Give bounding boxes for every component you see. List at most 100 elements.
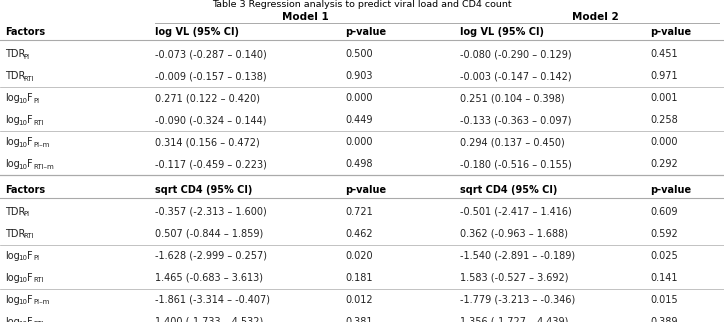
- Text: -1.861 (-3.314 – -0.407): -1.861 (-3.314 – -0.407): [155, 295, 270, 305]
- Text: 0.258: 0.258: [650, 115, 678, 125]
- Text: -0.090 (-0.324 – 0.144): -0.090 (-0.324 – 0.144): [155, 115, 266, 125]
- Text: 1.400 (-1.733 – 4.532): 1.400 (-1.733 – 4.532): [155, 317, 264, 322]
- Text: Model 2: Model 2: [572, 12, 618, 22]
- Text: PI: PI: [33, 98, 39, 103]
- Text: log VL (95% CI): log VL (95% CI): [155, 27, 239, 37]
- Text: 10: 10: [18, 164, 27, 169]
- Text: log: log: [5, 251, 20, 261]
- Text: RTI–m: RTI–m: [33, 321, 54, 322]
- Text: p-value: p-value: [345, 185, 386, 195]
- Text: -1.628 (-2.999 – 0.257): -1.628 (-2.999 – 0.257): [155, 251, 267, 261]
- Text: 0.903: 0.903: [345, 71, 373, 81]
- Text: 10: 10: [18, 255, 27, 261]
- Text: F: F: [27, 273, 33, 283]
- Text: 0.381: 0.381: [345, 317, 373, 322]
- Text: Model 1: Model 1: [282, 12, 329, 22]
- Text: 0.362 (-0.963 – 1.688): 0.362 (-0.963 – 1.688): [460, 229, 568, 239]
- Text: TDR: TDR: [5, 207, 25, 217]
- Text: 0.292: 0.292: [650, 159, 678, 169]
- Text: 1.356 (-1.727 – 4.439): 1.356 (-1.727 – 4.439): [460, 317, 568, 322]
- Text: 0.141: 0.141: [650, 273, 678, 283]
- Text: PI: PI: [23, 212, 29, 217]
- Text: TDR: TDR: [5, 229, 25, 239]
- Text: -0.133 (-0.363 – 0.097): -0.133 (-0.363 – 0.097): [460, 115, 571, 125]
- Text: Factors: Factors: [5, 27, 45, 37]
- Text: 0.020: 0.020: [345, 251, 373, 261]
- Text: sqrt CD4 (95% CI): sqrt CD4 (95% CI): [155, 185, 253, 195]
- Text: -0.501 (-2.417 – 1.416): -0.501 (-2.417 – 1.416): [460, 207, 572, 217]
- Text: Factors: Factors: [5, 185, 45, 195]
- Text: PI–m: PI–m: [33, 141, 49, 147]
- Text: PI: PI: [23, 53, 29, 60]
- Text: TDR: TDR: [5, 71, 25, 81]
- Text: 0.500: 0.500: [345, 49, 373, 59]
- Text: -0.180 (-0.516 – 0.155): -0.180 (-0.516 – 0.155): [460, 159, 572, 169]
- Text: RTI: RTI: [23, 233, 33, 240]
- Text: sqrt CD4 (95% CI): sqrt CD4 (95% CI): [460, 185, 557, 195]
- Text: 0.000: 0.000: [650, 137, 678, 147]
- Text: log: log: [5, 159, 20, 169]
- Text: 10: 10: [18, 278, 27, 283]
- Text: 10: 10: [18, 321, 27, 322]
- Text: 10: 10: [18, 98, 27, 103]
- Text: 10: 10: [18, 299, 27, 306]
- Text: 0.451: 0.451: [650, 49, 678, 59]
- Text: -1.779 (-3.213 – -0.346): -1.779 (-3.213 – -0.346): [460, 295, 576, 305]
- Text: Table 3 Regression analysis to predict viral load and CD4 count: Table 3 Regression analysis to predict v…: [212, 0, 512, 8]
- Text: 1.465 (-0.683 – 3.613): 1.465 (-0.683 – 3.613): [155, 273, 263, 283]
- Text: 0.462: 0.462: [345, 229, 373, 239]
- Text: 0.000: 0.000: [345, 93, 373, 103]
- Text: 10: 10: [18, 141, 27, 147]
- Text: 0.000: 0.000: [345, 137, 373, 147]
- Text: -1.540 (-2.891 – -0.189): -1.540 (-2.891 – -0.189): [460, 251, 575, 261]
- Text: log VL (95% CI): log VL (95% CI): [460, 27, 544, 37]
- Text: F: F: [27, 159, 33, 169]
- Text: F: F: [27, 295, 33, 305]
- Text: p-value: p-value: [650, 185, 691, 195]
- Text: 0.971: 0.971: [650, 71, 678, 81]
- Text: TDR: TDR: [5, 49, 25, 59]
- Text: 0.012: 0.012: [345, 295, 373, 305]
- Text: 10: 10: [18, 119, 27, 126]
- Text: p-value: p-value: [345, 27, 386, 37]
- Text: 0.609: 0.609: [650, 207, 678, 217]
- Text: p-value: p-value: [650, 27, 691, 37]
- Text: RTI: RTI: [23, 75, 33, 81]
- Text: F: F: [27, 93, 33, 103]
- Text: log: log: [5, 317, 20, 322]
- Text: 0.314 (0.156 – 0.472): 0.314 (0.156 – 0.472): [155, 137, 260, 147]
- Text: 0.251 (0.104 – 0.398): 0.251 (0.104 – 0.398): [460, 93, 565, 103]
- Text: -0.073 (-0.287 – 0.140): -0.073 (-0.287 – 0.140): [155, 49, 266, 59]
- Text: 0.181: 0.181: [345, 273, 373, 283]
- Text: log: log: [5, 295, 20, 305]
- Text: PI–m: PI–m: [33, 299, 49, 306]
- Text: 0.271 (0.122 – 0.420): 0.271 (0.122 – 0.420): [155, 93, 260, 103]
- Text: -0.003 (-0.147 – 0.142): -0.003 (-0.147 – 0.142): [460, 71, 572, 81]
- Text: F: F: [27, 137, 33, 147]
- Text: F: F: [27, 115, 33, 125]
- Text: -0.357 (-2.313 – 1.600): -0.357 (-2.313 – 1.600): [155, 207, 266, 217]
- Text: RTI: RTI: [33, 278, 43, 283]
- Text: log: log: [5, 93, 20, 103]
- Text: 0.721: 0.721: [345, 207, 373, 217]
- Text: RTI–m: RTI–m: [33, 164, 54, 169]
- Text: F: F: [27, 317, 33, 322]
- Text: RTI: RTI: [33, 119, 43, 126]
- Text: -0.117 (-0.459 – 0.223): -0.117 (-0.459 – 0.223): [155, 159, 267, 169]
- Text: 0.001: 0.001: [650, 93, 678, 103]
- Text: 0.015: 0.015: [650, 295, 678, 305]
- Text: log: log: [5, 137, 20, 147]
- Text: log: log: [5, 273, 20, 283]
- Text: 0.592: 0.592: [650, 229, 678, 239]
- Text: F: F: [27, 251, 33, 261]
- Text: -0.009 (-0.157 – 0.138): -0.009 (-0.157 – 0.138): [155, 71, 266, 81]
- Text: PI: PI: [33, 255, 39, 261]
- Text: 0.507 (-0.844 – 1.859): 0.507 (-0.844 – 1.859): [155, 229, 264, 239]
- Text: 1.583 (-0.527 – 3.692): 1.583 (-0.527 – 3.692): [460, 273, 568, 283]
- Text: 0.389: 0.389: [650, 317, 678, 322]
- Text: 0.294 (0.137 – 0.450): 0.294 (0.137 – 0.450): [460, 137, 565, 147]
- Text: 0.449: 0.449: [345, 115, 373, 125]
- Text: 0.498: 0.498: [345, 159, 373, 169]
- Text: 0.025: 0.025: [650, 251, 678, 261]
- Text: log: log: [5, 115, 20, 125]
